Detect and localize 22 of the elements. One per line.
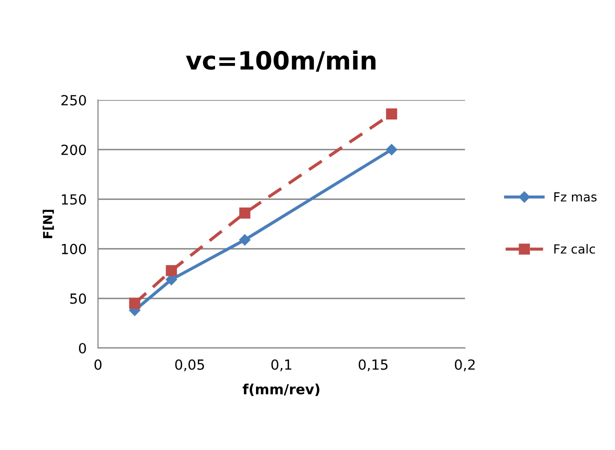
point — [386, 144, 398, 156]
point — [386, 108, 398, 120]
y-tick-label: 150 — [62, 194, 86, 205]
y-tick-label: 100 — [62, 244, 86, 254]
y-tick-label: 250 — [61, 94, 86, 106]
x-tick-label: 0,1 — [271, 359, 292, 372]
x-tick-label: 0 — [94, 359, 102, 370]
y-tick-label: 50 — [70, 293, 86, 304]
point — [239, 234, 250, 246]
point — [239, 208, 250, 219]
point — [166, 265, 177, 276]
y-axis-title: F[N] — [42, 210, 54, 238]
x-tick-label: 0,15 — [358, 359, 388, 372]
x-axis-title: f(mm/rev) — [242, 384, 320, 396]
x-tick-label: 0,2 — [454, 359, 475, 372]
chart-title: vc=100m/min — [186, 50, 376, 72]
x-tick-label: 0,05 — [175, 359, 204, 372]
y-tick-label: 200 — [61, 144, 86, 156]
legend-label: Fz calc — [554, 244, 595, 254]
legend-label: Fz mas — [554, 192, 597, 202]
point — [129, 298, 140, 309]
y-tick-label: 0 — [78, 342, 86, 354]
